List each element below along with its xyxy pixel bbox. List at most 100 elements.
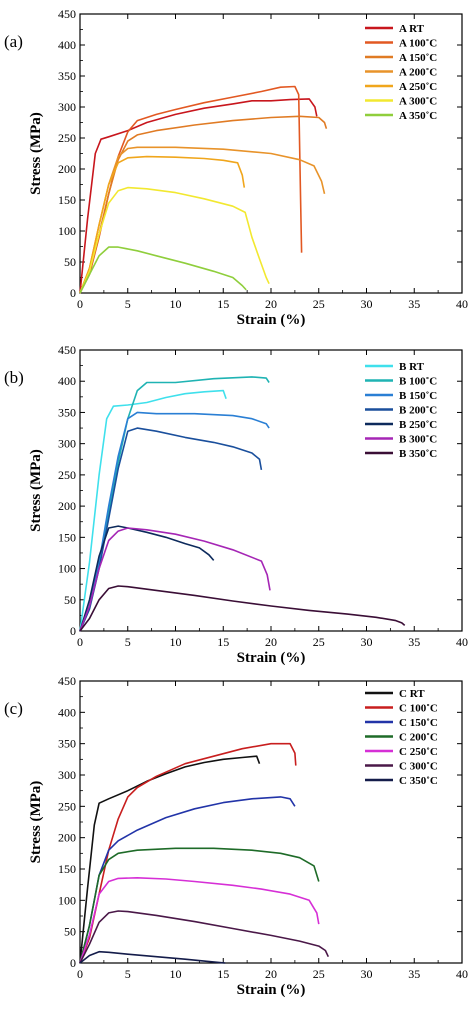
y-tick-label: 350 bbox=[58, 69, 76, 83]
legend: C RT C 100˚C C 150˚C C 200˚C C 250˚C C 300˚C C… bbox=[365, 688, 438, 787]
x-tick-label: 25 bbox=[313, 967, 325, 981]
y-tick-label: 350 bbox=[58, 405, 76, 419]
panel-label: (a) bbox=[4, 32, 23, 51]
y-tick-label: 300 bbox=[58, 437, 76, 451]
series-line-7 bbox=[79, 246, 247, 294]
y-tick-label: 100 bbox=[58, 893, 76, 907]
y-tick-label: 350 bbox=[58, 737, 76, 751]
series-line-7 bbox=[79, 950, 226, 964]
y-tick-label: 400 bbox=[58, 38, 76, 52]
chart-panel-2: 0 5 10 15 20 25 30 35 40050100150200250300350400… bbox=[4, 343, 468, 666]
series-line-3 bbox=[79, 115, 328, 294]
legend-entry: B 250˚C bbox=[399, 419, 437, 431]
series-line-5 bbox=[79, 525, 215, 632]
x-tick-label: 30 bbox=[361, 297, 373, 311]
y-axis-label: Stress (MPa) bbox=[28, 781, 44, 864]
series-line-7 bbox=[79, 585, 406, 632]
y-tick-label: 50 bbox=[64, 255, 76, 269]
x-tick-label: 5 bbox=[125, 635, 131, 649]
y-tick-label: 250 bbox=[58, 131, 76, 145]
y-tick-label: 300 bbox=[58, 768, 76, 782]
y-tick-label: 200 bbox=[58, 162, 76, 176]
x-tick-label: 15 bbox=[217, 967, 229, 981]
x-tick-label: 30 bbox=[361, 635, 373, 649]
legend-entry: B 300˚C bbox=[399, 434, 437, 446]
x-tick-label: 30 bbox=[361, 967, 373, 981]
series-line-6 bbox=[79, 910, 330, 964]
legend-entry: C RT bbox=[399, 688, 425, 700]
x-tick-label: 20 bbox=[265, 297, 277, 311]
y-tick-label: 150 bbox=[58, 862, 76, 876]
y-tick-label: 400 bbox=[58, 705, 76, 719]
x-tick-label: 0 bbox=[77, 635, 83, 649]
legend-entry: C 100˚C bbox=[399, 703, 438, 715]
legend: B RT B 100˚C B 150˚C B 200˚C B 250˚C B 300˚C B… bbox=[365, 361, 437, 460]
legend-entry: B 100˚C bbox=[399, 376, 437, 388]
legend-entry: C 300˚C bbox=[399, 761, 438, 773]
y-tick-label: 450 bbox=[58, 674, 76, 688]
y-tick-label: 50 bbox=[64, 925, 76, 939]
y-tick-label: 0 bbox=[70, 286, 76, 300]
x-tick-label: 40 bbox=[456, 635, 468, 649]
legend-entry: B 150˚C bbox=[399, 390, 437, 402]
legend-entry: A 300˚C bbox=[399, 96, 437, 108]
chart-panel-1: 0 5 10 15 20 25 30 35 40050100150200250300350400… bbox=[4, 7, 468, 328]
legend-entry: C 200˚C bbox=[399, 732, 438, 744]
legend-entry: A 350˚C bbox=[399, 110, 437, 122]
y-tick-label: 250 bbox=[58, 468, 76, 482]
y-axis-label: Stress (MPa) bbox=[28, 112, 44, 195]
x-axis-label: Strain (%) bbox=[237, 312, 306, 328]
x-tick-label: 10 bbox=[170, 635, 182, 649]
x-tick-label: 0 bbox=[77, 967, 83, 981]
y-tick-label: 150 bbox=[58, 530, 76, 544]
series-line-3 bbox=[79, 411, 270, 632]
y-tick-label: 250 bbox=[58, 799, 76, 813]
legend-entry: A RT bbox=[399, 23, 425, 35]
y-tick-label: 150 bbox=[58, 193, 76, 207]
legend-entry: B 200˚C bbox=[399, 405, 437, 417]
series-line-1 bbox=[79, 755, 261, 964]
x-tick-label: 20 bbox=[265, 635, 277, 649]
legend-entry: A 100˚C bbox=[399, 38, 437, 50]
y-tick-label: 0 bbox=[70, 956, 76, 970]
legend-entry: C 150˚C bbox=[399, 717, 438, 729]
x-axis-label: Strain (%) bbox=[237, 982, 306, 998]
x-tick-label: 0 bbox=[77, 297, 83, 311]
legend-entry: A 200˚C bbox=[399, 67, 437, 79]
x-tick-label: 15 bbox=[217, 297, 229, 311]
x-axis-label: Strain (%) bbox=[237, 650, 306, 666]
chart-panel-3: 0 5 10 15 20 25 30 35 40050100150200250300350400… bbox=[4, 674, 468, 998]
x-tick-label: 35 bbox=[408, 967, 420, 981]
series-line-4 bbox=[79, 847, 320, 964]
series-line-5 bbox=[79, 155, 246, 294]
series-line-1 bbox=[79, 389, 227, 632]
x-tick-label: 15 bbox=[217, 635, 229, 649]
y-tick-label: 300 bbox=[58, 100, 76, 114]
legend-entry: C 250˚C bbox=[399, 746, 438, 758]
x-tick-label: 10 bbox=[170, 967, 182, 981]
legend-entry: A 150˚C bbox=[399, 52, 437, 64]
x-tick-label: 25 bbox=[313, 297, 325, 311]
panel-label: (b) bbox=[4, 368, 24, 387]
legend: A RT A 100˚C A 150˚C A 200˚C A 250˚C A 300˚C A… bbox=[365, 23, 437, 122]
series-line-1 bbox=[79, 98, 318, 294]
series-line-4 bbox=[79, 146, 326, 294]
y-tick-label: 450 bbox=[58, 7, 76, 21]
y-tick-label: 200 bbox=[58, 831, 76, 845]
y-tick-label: 50 bbox=[64, 593, 76, 607]
x-tick-label: 20 bbox=[265, 967, 277, 981]
x-tick-label: 40 bbox=[456, 297, 468, 311]
x-tick-label: 5 bbox=[125, 297, 131, 311]
x-tick-label: 35 bbox=[408, 297, 420, 311]
y-tick-label: 450 bbox=[58, 343, 76, 357]
x-tick-label: 25 bbox=[313, 635, 325, 649]
x-tick-label: 40 bbox=[456, 967, 468, 981]
legend-entry: C 350˚C bbox=[399, 775, 438, 787]
y-tick-label: 400 bbox=[58, 374, 76, 388]
x-tick-label: 35 bbox=[408, 635, 420, 649]
series-line-6 bbox=[79, 527, 271, 632]
panel-label: (c) bbox=[4, 699, 23, 718]
x-tick-label: 10 bbox=[170, 297, 182, 311]
series-line-4 bbox=[79, 427, 263, 632]
